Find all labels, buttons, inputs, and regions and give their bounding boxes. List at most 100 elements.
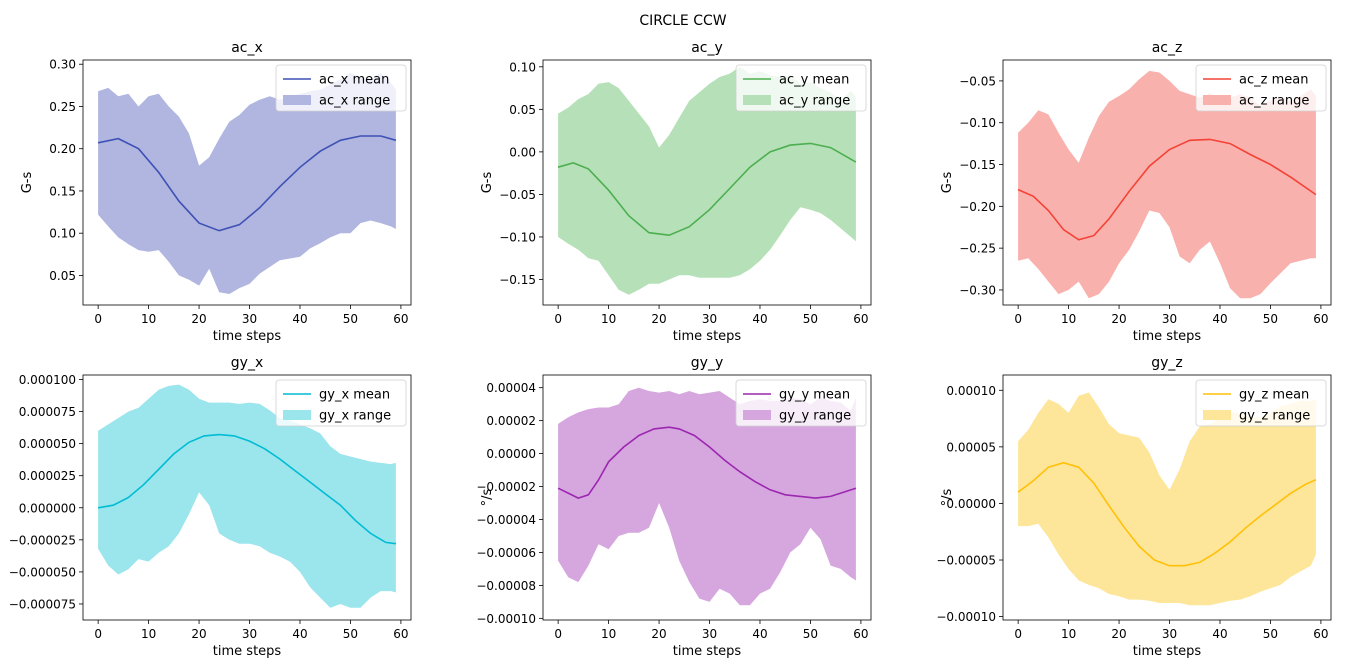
- x-tick-label: 10: [1061, 627, 1076, 641]
- y-tick-label: 0.00: [509, 145, 536, 159]
- y-tick-label: 0.00004: [486, 381, 536, 395]
- x-axis-label: time steps: [673, 329, 742, 344]
- x-tick-label: 50: [803, 312, 818, 326]
- x-axis-label: time steps: [673, 644, 742, 659]
- y-tick-label: −0.00010: [936, 610, 996, 624]
- x-tick-label: 0: [554, 312, 562, 326]
- x-axis-label: time steps: [213, 329, 282, 344]
- y-tick-label: 0.000000: [19, 501, 76, 515]
- mean-line: [1017, 461, 1317, 567]
- x-tick-label: 60: [853, 312, 868, 326]
- x-tick-label: 30: [702, 627, 717, 641]
- y-tick-label: 0.10: [49, 227, 76, 241]
- y-tick-label: 0.25: [49, 100, 76, 114]
- y-tick-label: −0.25: [959, 242, 996, 256]
- y-tick-label: 0.000100: [19, 373, 76, 387]
- x-tick-label: 40: [1212, 627, 1227, 641]
- legend-label: gy_z range: [1239, 409, 1310, 424]
- subplot-ac_y: 0 10 20 30 40 50 60 −0.15 −0.10 −0.05 0.00 0.05 0.10…: [480, 40, 872, 344]
- x-tick-label: 50: [1263, 312, 1278, 326]
- x-tick-label: 20: [651, 312, 666, 326]
- y-tick-label: −0.05: [499, 188, 536, 202]
- y-tick-label: 0.20: [49, 142, 76, 156]
- subplot-title: gy_x: [231, 355, 263, 371]
- legend-fill-swatch: [283, 95, 311, 105]
- x-tick-label: 0: [1014, 627, 1022, 641]
- legend-label: gy_y range: [779, 409, 851, 424]
- x-tick-label: 40: [1212, 312, 1227, 326]
- legend-label: ac_y range: [779, 94, 850, 109]
- x-tick-label: 30: [702, 312, 717, 326]
- x-tick-label: 60: [393, 312, 408, 326]
- y-tick-label: −0.00006: [476, 546, 536, 560]
- subplot-title: ac_y: [691, 40, 723, 56]
- legend-label: gy_x range: [319, 409, 391, 424]
- y-tick-label: −0.000050: [9, 565, 76, 579]
- axes-frame: [82, 59, 412, 306]
- mean-line: [557, 426, 857, 499]
- subplot-gy_y: 0 10 20 30 40 50 60 −0.00010 −0.00008 −0.00006 −0.…: [476, 355, 872, 659]
- legend-label: gy_x mean: [319, 388, 390, 403]
- legend-fill-swatch: [1203, 410, 1231, 420]
- x-tick-label: 0: [94, 627, 102, 641]
- legend-label: gy_z mean: [1239, 388, 1309, 403]
- y-tick-label: −0.000075: [9, 597, 76, 611]
- legend-label: ac_x range: [319, 94, 390, 109]
- x-tick-label: 20: [191, 312, 206, 326]
- subplot-gy_x: 0 10 20 30 40 50 60 −0.000075 −0.000050 −0.000025…: [9, 355, 412, 659]
- y-tick-label: 0.15: [49, 184, 76, 198]
- range-band: [558, 66, 856, 295]
- axes-frame: [1002, 59, 1332, 306]
- x-tick-label: 50: [343, 627, 358, 641]
- range-band: [1018, 70, 1316, 299]
- y-tick-label: −0.15: [499, 273, 536, 287]
- x-tick-label: 20: [191, 627, 206, 641]
- x-tick-label: 50: [343, 312, 358, 326]
- y-tick-label: 0.00010: [946, 384, 996, 398]
- y-axis-label: G-s: [480, 172, 495, 194]
- x-tick-label: 10: [601, 312, 616, 326]
- x-tick-label: 0: [94, 312, 102, 326]
- legend-label: ac_z mean: [1239, 73, 1308, 88]
- y-tick-label: −0.30: [959, 283, 996, 297]
- y-tick-label: 0.00000: [946, 497, 996, 511]
- legend: gy_x mean gy_x range: [275, 379, 407, 427]
- x-axis-label: time steps: [1133, 329, 1202, 344]
- subplot-title: gy_y: [691, 355, 723, 371]
- x-tick-label: 40: [752, 627, 767, 641]
- x-tick-label: 40: [292, 312, 307, 326]
- x-tick-label: 60: [1313, 312, 1328, 326]
- legend-label: ac_z range: [1239, 94, 1309, 109]
- mean-line: [557, 142, 857, 237]
- y-axis-label: G-s: [20, 172, 35, 194]
- y-tick-label: 0.00002: [486, 414, 536, 428]
- legend: ac_y mean ac_y range: [735, 64, 867, 112]
- mean-line: [97, 135, 397, 232]
- y-tick-label: 0.05: [49, 269, 76, 283]
- legend-fill-swatch: [1203, 95, 1231, 105]
- y-axis-label: °/s: [480, 488, 495, 506]
- y-tick-label: −0.15: [959, 158, 996, 172]
- x-tick-label: 20: [1111, 627, 1126, 641]
- subplot-title: ac_z: [1152, 40, 1183, 56]
- y-tick-label: −0.10: [959, 116, 996, 130]
- x-tick-label: 60: [1313, 627, 1328, 641]
- x-tick-label: 50: [803, 627, 818, 641]
- y-tick-label: −0.00008: [476, 579, 536, 593]
- y-tick-label: −0.20: [959, 200, 996, 214]
- y-axis-label: G-s: [940, 172, 955, 194]
- subplot-gy_z: 0 10 20 30 40 50 60 −0.00010 −0.00005 0.00000 0.00…: [936, 355, 1332, 659]
- x-tick-label: 0: [1014, 312, 1022, 326]
- y-tick-label: −0.00002: [476, 480, 536, 494]
- y-axis-label: °/s: [940, 488, 955, 506]
- x-tick-label: 0: [554, 627, 562, 641]
- subplot-ac_x: 0 10 20 30 40 50 60 0.05 0.10 0.15 0.20 0.25 0.30 ac_…: [20, 40, 412, 344]
- x-tick-label: 10: [1061, 312, 1076, 326]
- x-tick-label: 30: [242, 627, 257, 641]
- legend-fill-swatch: [283, 410, 311, 420]
- x-tick-label: 30: [1162, 312, 1177, 326]
- y-tick-label: 0.000075: [19, 405, 76, 419]
- x-tick-label: 60: [853, 627, 868, 641]
- subplot-ac_z: 0 10 20 30 40 50 60 −0.30 −0.25 −0.20 −0.15 −0.10 −0…: [940, 40, 1332, 344]
